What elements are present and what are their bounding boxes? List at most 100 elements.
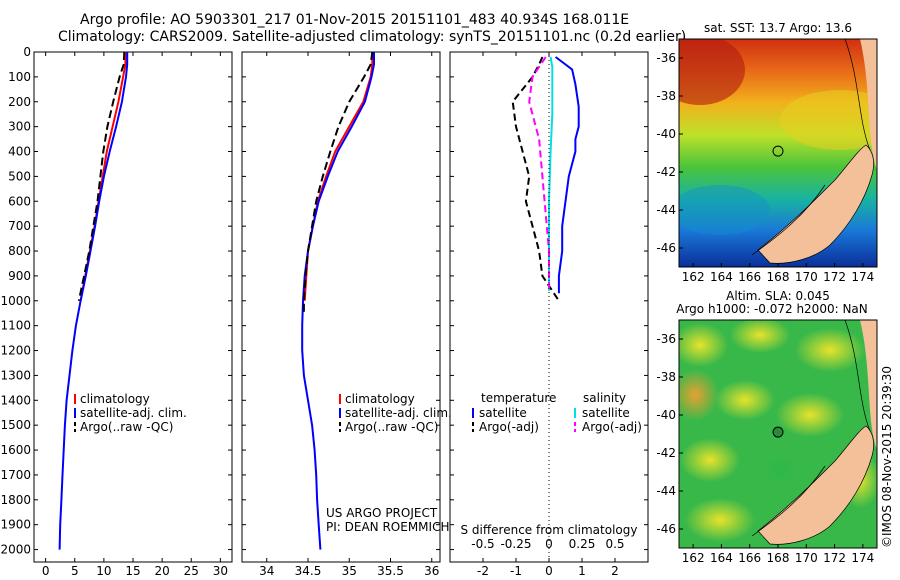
difference-legend-label-sal: satellite (582, 406, 630, 420)
salinity-annotation: PI: DEAN ROEMMICH (326, 520, 449, 534)
difference-xtick-label: 0 (545, 564, 553, 578)
temperature-xtick-label: 30 (213, 564, 228, 578)
sst-map (678, 38, 878, 268)
salinity-xtick-label: 35.5 (377, 564, 404, 578)
difference-legend-title-temperature: temperature (481, 391, 556, 405)
sla_map-ytick-label: -38 (656, 370, 676, 384)
salinity-legend-label: satellite-adj. clim. (345, 406, 452, 420)
sla_map-ytick-label: -44 (656, 484, 676, 498)
temperature-ytick-label: 1100 (0, 319, 31, 333)
title-line-1: Argo profile: AO 5903301_217 01-Nov-2015… (80, 12, 630, 28)
sst_map-xtick-label: 166 (738, 270, 761, 284)
temperature-legend-label: Argo(..raw -QC) (80, 420, 173, 434)
difference-legend-title-salinity: salinity (583, 391, 626, 405)
salinity-xtick-label: 35 (342, 564, 357, 578)
salinity-legend-label: Argo(..raw -QC) (345, 420, 438, 434)
sla_map-ytick-label: -40 (656, 408, 676, 422)
sst_map-ytick-label: -40 (656, 127, 676, 141)
sst_map-xtick-label: 172 (823, 270, 846, 284)
salinity-xtick-label: 34.5 (295, 564, 322, 578)
south-island-land-sla (757, 425, 874, 545)
imos-stamp: ©IMOS 08-Nov-2015 20:39:30 (880, 366, 894, 548)
temperature-ytick-label: 300 (8, 120, 31, 134)
temperature-ytick-label: 500 (8, 169, 31, 183)
sst_map-xtick-label: 162 (682, 270, 705, 284)
sla_map-xtick-label: 170 (795, 551, 818, 565)
difference-legend-label-temp: satellite (479, 406, 527, 420)
difference-xtick-label: 1 (578, 564, 586, 578)
difference-xtick-label: 2 (611, 564, 619, 578)
difference-xtick-label: -2 (477, 564, 489, 578)
salinity-xtick-label: 34 (259, 564, 274, 578)
temperature-ytick-label: 900 (8, 269, 31, 283)
sst_map-xtick-label: 174 (851, 270, 874, 284)
sst_map-title: sat. SST: 13.7 Argo: 13.6 (704, 21, 852, 35)
salinity-series-argo-raw-qc- (302, 51, 374, 314)
temperature-ytick-label: 700 (8, 219, 31, 233)
temperature-ytick-label: 1600 (0, 443, 31, 457)
temperature-ytick-label: 600 (8, 194, 31, 208)
temperature-ytick-label: 1400 (0, 393, 31, 407)
temperature-ytick-label: 1800 (0, 493, 31, 507)
sla_map-title: Altim. SLA: 0.045 (726, 289, 830, 303)
sla_map-title: Argo h1000: -0.072 h2000: NaN (676, 302, 868, 316)
north-island-land (860, 39, 877, 170)
temperature-ytick-label: 400 (8, 145, 31, 159)
sla_map-ytick-label: -46 (656, 522, 676, 536)
north-island-land-sla (860, 320, 877, 450)
difference-s-tick-label: 0.5 (605, 537, 624, 551)
temperature-xtick-label: 15 (125, 564, 140, 578)
temperature-ytick-label: 1200 (0, 344, 31, 358)
difference-top-label: S difference from climatology (461, 523, 638, 537)
salinity-axes-frame (241, 51, 441, 563)
sla_map-xtick-label: 162 (682, 551, 705, 565)
difference-series-t-satellite (554, 56, 580, 294)
temperature-series-argo-raw-qc- (77, 51, 126, 302)
argo-float-marker (772, 145, 784, 157)
difference-s-tick-label: -0.5 (471, 537, 494, 551)
temperature-xtick-label: 20 (154, 564, 169, 578)
temperature-series-satellite-adj-clim- (58, 52, 129, 550)
difference-legend-label-sal: Argo(-adj) (582, 420, 642, 434)
argo-float-marker-sla (772, 426, 784, 438)
temperature-legend-label: satellite-adj. clim. (80, 406, 187, 420)
sla_map-xtick-label: 174 (851, 551, 874, 565)
difference-xtick-label: -1 (510, 564, 522, 578)
sst_map-xtick-label: 170 (795, 270, 818, 284)
temperature-ytick-label: 1700 (0, 468, 31, 482)
temperature-ytick-label: 200 (8, 95, 31, 109)
sst_map-xtick-label: 164 (710, 270, 733, 284)
sla_map-xtick-label: 164 (710, 551, 733, 565)
salinity-legend-label: climatology (345, 392, 415, 406)
difference-s-tick-label: 0.25 (569, 537, 596, 551)
temperature-ytick-label: 0 (23, 45, 31, 59)
difference-series-s-argo-adj- (528, 56, 550, 289)
difference-s-tick-label: -0.25 (500, 537, 531, 551)
south-island-land (757, 144, 874, 264)
difference-s-tick-label: 0 (545, 537, 553, 551)
sla_map-xtick-label: 168 (767, 551, 790, 565)
temperature-ytick-label: 1900 (0, 518, 31, 532)
title-line-2: Climatology: CARS2009. Satellite-adjuste… (58, 29, 687, 45)
temperature-ytick-label: 2000 (0, 543, 31, 557)
sst_map-xtick-label: 168 (767, 270, 790, 284)
temperature-xtick-label: 10 (96, 564, 111, 578)
temperature-xtick-label: 0 (42, 564, 50, 578)
temperature-ytick-label: 100 (8, 70, 31, 84)
sst_map-ytick-label: -42 (656, 165, 676, 179)
salinity-series-climatology (303, 52, 374, 301)
temperature-ytick-label: 1300 (0, 368, 31, 382)
salinity-annotation: US ARGO PROJECT (326, 506, 438, 520)
salinity-xtick-label: 36 (424, 564, 439, 578)
difference-legend-label-temp: Argo(-adj) (479, 420, 539, 434)
sst_map-ytick-label: -44 (656, 203, 676, 217)
temperature-axes-frame (33, 51, 233, 563)
sla_map-xtick-label: 166 (738, 551, 761, 565)
temperature-ytick-label: 1500 (0, 418, 31, 432)
temperature-xtick-label: 25 (184, 564, 199, 578)
temperature-xtick-label: 5 (71, 564, 79, 578)
sla_map-ytick-label: -42 (656, 446, 676, 460)
sst_map-ytick-label: -46 (656, 241, 676, 255)
temperature-legend-label: climatology (80, 392, 150, 406)
